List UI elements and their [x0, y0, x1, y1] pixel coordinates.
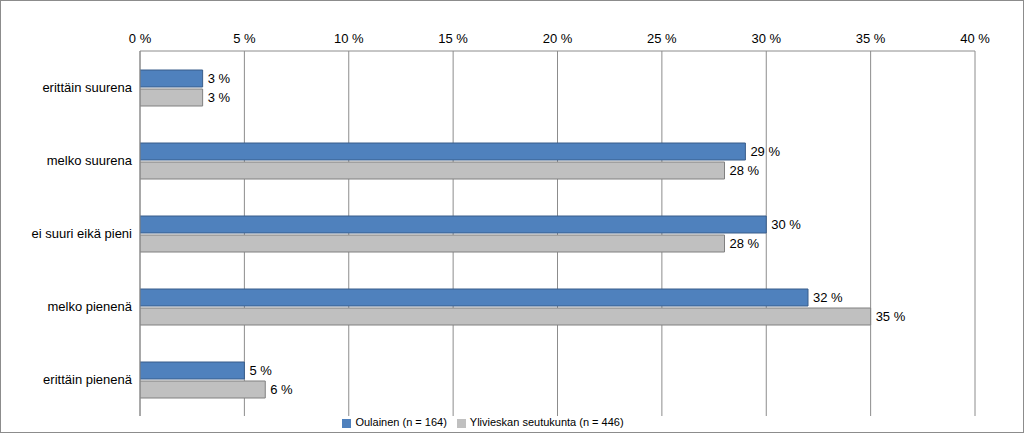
svg-text:15 %: 15 %	[438, 31, 468, 46]
svg-text:ei suuri eikä pieni: ei suuri eikä pieni	[32, 226, 133, 241]
svg-text:0 %: 0 %	[129, 31, 152, 46]
svg-text:erittäin suurena: erittäin suurena	[42, 80, 132, 95]
svg-text:40 %: 40 %	[960, 31, 990, 46]
svg-text:29 %: 29 %	[750, 144, 780, 159]
html-text:Oulainen (n = 164): Oulainen (n = 164)	[355, 416, 447, 428]
svg-text:35 %: 35 %	[856, 31, 886, 46]
svg-text:35 %: 35 %	[876, 309, 906, 324]
svg-text:melko suurena: melko suurena	[47, 153, 133, 168]
svg-text:20 %: 20 %	[543, 31, 573, 46]
svg-text:28 %: 28 %	[730, 236, 760, 251]
svg-text:6 %: 6 %	[270, 382, 293, 397]
svg-text:25 %: 25 %	[647, 31, 677, 46]
svg-text:3 %: 3 %	[208, 90, 231, 105]
svg-text:3 %: 3 %	[208, 71, 231, 86]
svg-text:erittäin pienenä: erittäin pienenä	[43, 372, 133, 387]
svg-text:10 %: 10 %	[334, 31, 364, 46]
svg-text:28 %: 28 %	[730, 163, 760, 178]
svg-text:32 %: 32 %	[813, 290, 843, 305]
html-text:Ylivieskan seutukunta (n = 446: Ylivieskan seutukunta (n = 446)	[469, 416, 624, 428]
svg-text:5 %: 5 %	[233, 31, 256, 46]
svg-text:30 %: 30 %	[751, 31, 781, 46]
svg-text:5 %: 5 %	[249, 363, 272, 378]
svg-text:melko pienenä: melko pienenä	[47, 299, 132, 314]
svg-text:30 %: 30 %	[771, 217, 801, 232]
